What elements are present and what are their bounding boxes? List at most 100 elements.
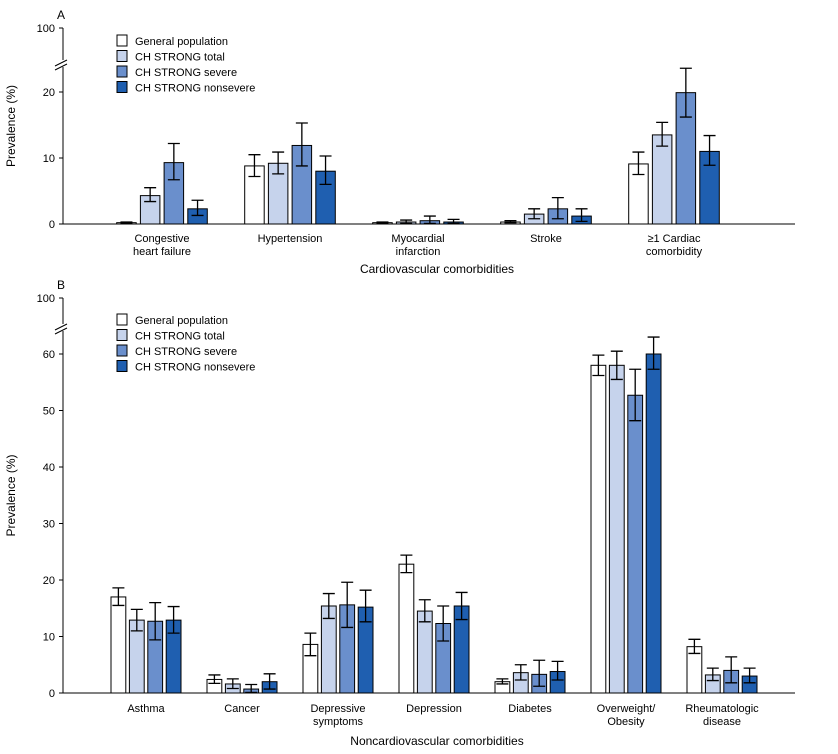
legend-swatch-ch-strong-nonsevere <box>116 81 128 93</box>
error-bar-ch-strong-total <box>130 608 143 632</box>
category-label: Cancer <box>224 703 260 715</box>
bar-group-myocardial-infarction <box>372 215 464 225</box>
category-label: Asthma <box>127 703 165 715</box>
y-tick-label: 0 <box>49 688 55 700</box>
legend: General population CH STRONG total CH STRO… <box>116 313 255 374</box>
category-label-line: Depressive <box>310 703 365 715</box>
category-label: Overweight/Obesity <box>597 703 657 728</box>
panel-label: A <box>57 8 65 22</box>
error-bar-ch-strong-nonsevere <box>359 589 372 623</box>
bar-ch-strong-total <box>651 134 673 225</box>
bar-ch-strong-nonsevere <box>645 353 662 694</box>
error-bar-general-population <box>208 674 221 685</box>
panel-label: B <box>57 278 65 292</box>
error-bar-ch-strong-total <box>400 219 413 224</box>
category-label-line: Depression <box>406 703 462 715</box>
category-label: Depressive symptoms <box>310 703 365 728</box>
error-bar-ch-strong-total <box>656 121 669 147</box>
bar-group-overweight-obesity <box>590 336 662 694</box>
category-label: Depression <box>406 703 462 715</box>
bar-group-asthma <box>110 587 182 694</box>
category-label: ≥1 Cardiac comorbidity <box>646 233 703 258</box>
legend-label-ch-strong-nonsevere: CH STRONG nonsevere <box>135 83 255 95</box>
y-tick-label: 20 <box>43 87 55 99</box>
bar-group-cancer <box>206 673 278 694</box>
error-bar-ch-strong-severe <box>437 605 450 642</box>
legend-label-ch-strong-severe: CH STRONG severe <box>135 346 237 358</box>
axis-break-marker <box>54 59 68 71</box>
category-label-line: Congestive <box>134 233 189 245</box>
error-bar-general-population <box>120 221 133 224</box>
legend-swatch-ch-strong-severe <box>116 65 128 78</box>
category-label: Diabetes <box>508 703 552 715</box>
panel-b-noncardiovascular-chart: B 0 10 20 30 40 50 60 100 Prevalence (%) Noncardio… <box>4 278 795 748</box>
bar-group-hypertension <box>244 122 336 225</box>
axis-break-marker <box>54 323 68 335</box>
category-label-line: ≥1 Cardiac <box>647 233 701 245</box>
category-label-line: Hypertension <box>258 233 323 245</box>
y-tick-label: 10 <box>43 632 55 644</box>
legend-swatch-general-population <box>116 313 128 326</box>
error-bar-ch-strong-severe <box>149 601 162 641</box>
error-bar-ch-strong-severe <box>629 368 642 422</box>
error-bar-ch-strong-nonsevere <box>551 660 564 681</box>
legend-swatch-ch-strong-total <box>116 50 128 62</box>
error-bar-ch-strong-total <box>706 667 719 682</box>
error-bar-ch-strong-severe <box>245 683 258 694</box>
error-bar-general-population <box>376 221 389 224</box>
legend-swatch-general-population <box>116 34 128 47</box>
category-label-line: heart failure <box>133 246 191 258</box>
bar-general-population <box>398 563 415 694</box>
error-bar-ch-strong-nonsevere <box>447 218 460 224</box>
legend-label-general-population: General population <box>135 315 228 327</box>
y-tick-label: 100 <box>37 293 55 305</box>
error-bar-ch-strong-total <box>514 664 527 681</box>
category-label-line: Obesity <box>607 716 645 728</box>
category-label-line: Myocardial <box>391 233 444 245</box>
y-tick-label: 0 <box>49 219 55 231</box>
legend-label-general-population: General population <box>135 36 228 48</box>
error-bar-ch-strong-total <box>144 187 157 203</box>
y-tick-label: 40 <box>43 462 55 474</box>
y-axis-title: Prevalence (%) <box>4 454 18 536</box>
bar-group-depression <box>398 554 470 694</box>
legend-label-ch-strong-total: CH STRONG total <box>135 52 225 64</box>
y-tick-label: 20 <box>43 575 55 587</box>
category-label-line: symptoms <box>313 716 364 728</box>
y-axis-title: Prevalence (%) <box>4 85 18 167</box>
legend-swatch-ch-strong-total <box>116 329 128 341</box>
error-bar-ch-strong-severe <box>551 196 564 220</box>
bar-group-stroke <box>500 196 592 225</box>
y-tick-label: 60 <box>43 349 55 361</box>
error-bar-ch-strong-total <box>610 350 623 381</box>
y-tick-label: 50 <box>43 406 55 418</box>
error-bar-ch-strong-nonsevere <box>191 199 204 217</box>
error-bar-ch-strong-total <box>528 208 541 220</box>
bar-group-1-cardiac-comorbidity <box>628 67 720 225</box>
error-bar-ch-strong-nonsevere <box>455 591 468 621</box>
category-label-line: Stroke <box>530 233 562 245</box>
error-bar-ch-strong-nonsevere <box>319 155 332 186</box>
category-label-line: Cancer <box>224 703 260 715</box>
bar-general-population <box>110 596 127 694</box>
y-tick-label: 30 <box>43 519 55 531</box>
category-label-line: disease <box>703 716 741 728</box>
error-bar-general-population <box>304 632 317 657</box>
legend: General population CH STRONG total CH STRO… <box>116 34 255 95</box>
category-label: Stroke <box>530 233 562 245</box>
bar-group-rheumatologic-disease <box>686 638 758 694</box>
y-tick-label: 100 <box>37 23 55 35</box>
bar-group-congestive-heart-failure <box>116 142 208 225</box>
error-bar-ch-strong-severe <box>423 215 436 224</box>
error-bar-general-population <box>592 354 605 377</box>
category-label: Congestive heart failure <box>133 233 191 258</box>
error-bar-ch-strong-nonsevere <box>743 667 756 684</box>
category-label: Rheumatologic disease <box>685 703 759 728</box>
legend-label-ch-strong-nonsevere: CH STRONG nonsevere <box>135 362 255 374</box>
category-label-line: Overweight/ <box>597 703 657 715</box>
error-bar-ch-strong-severe <box>679 67 692 118</box>
bar-group-diabetes <box>494 659 566 694</box>
error-bar-general-population <box>400 554 413 574</box>
x-axis-title: Cardiovascular comorbidities <box>360 262 514 276</box>
bar-ch-strong-total <box>608 364 625 694</box>
